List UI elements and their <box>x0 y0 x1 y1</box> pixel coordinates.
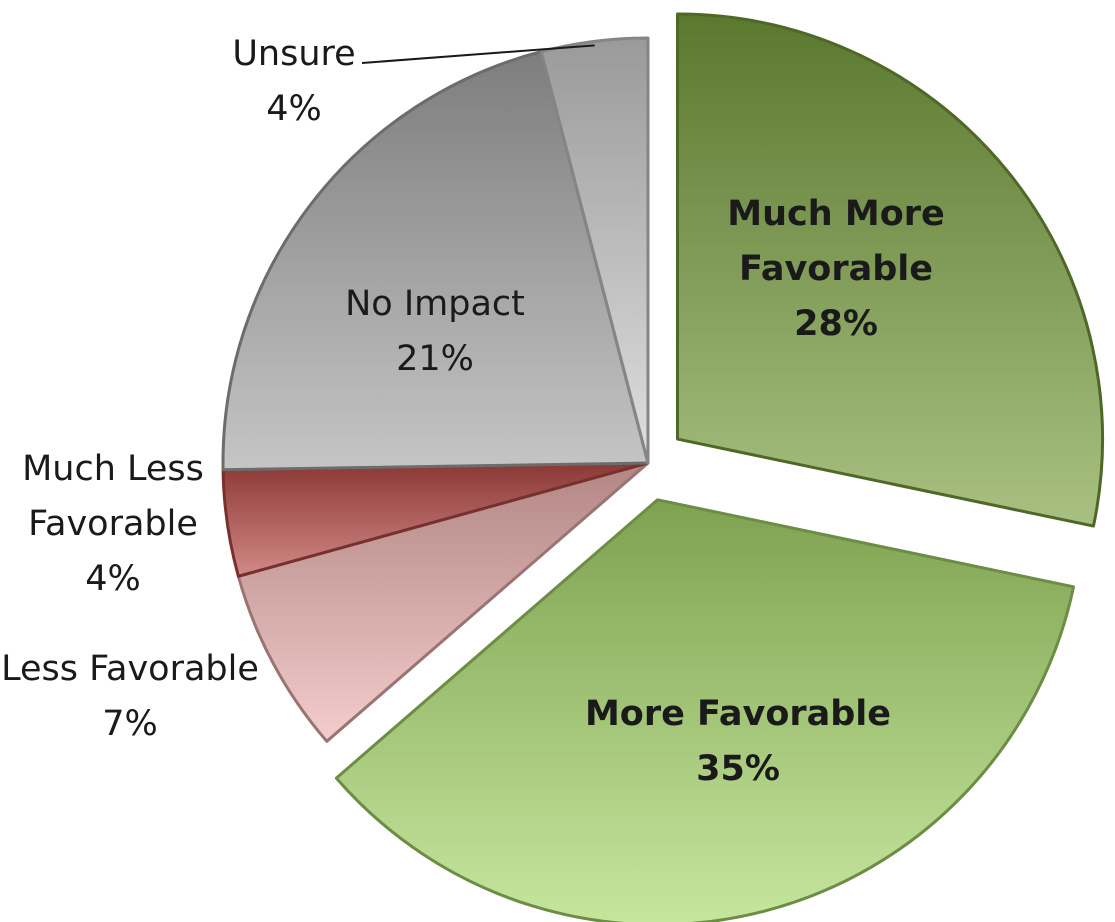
slice-value-label: 35% <box>696 749 780 789</box>
leader-line <box>361 44 595 64</box>
pie-slice-unsure <box>539 36 650 465</box>
slice-category-label: Favorable <box>739 249 933 289</box>
slice-label-4: No Impact 21% <box>345 284 525 379</box>
slice-value-label: 4% <box>266 89 322 129</box>
slice-value-label: 21% <box>396 339 474 379</box>
slice-value-label: 7% <box>102 704 158 744</box>
slice-label-5: Unsure 4% <box>232 34 355 129</box>
slice-category-label: Less Favorable <box>1 649 259 689</box>
slice-category-label: Much More <box>727 194 944 234</box>
slice-label-3: Much Less Favorable 4% <box>22 449 204 599</box>
slices-layer <box>221 12 1104 922</box>
pie-slice-much-more-favorable <box>675 12 1104 528</box>
slice-value-label: 4% <box>85 559 141 599</box>
slice-value-label: 28% <box>794 304 878 344</box>
slice-category-label: Unsure <box>232 34 355 74</box>
slice-category-label: Much Less <box>22 449 204 489</box>
slice-label-2: Less Favorable 7% <box>1 649 259 744</box>
pie-slice-less-favorable <box>236 461 650 743</box>
labels-layer: Much More Favorable 28% More Favorable 35% Le… <box>1 34 945 789</box>
slice-label-1: More Favorable 35% <box>585 694 891 789</box>
slice-category-label: More Favorable <box>585 694 891 734</box>
pie-slice-more-favorable <box>334 498 1076 922</box>
slice-category-label: No Impact <box>345 284 525 324</box>
pie-slice-no-impact <box>221 50 650 472</box>
slice-label-0: Much More Favorable 28% <box>727 194 944 344</box>
slice-category-label: Favorable <box>28 504 198 544</box>
